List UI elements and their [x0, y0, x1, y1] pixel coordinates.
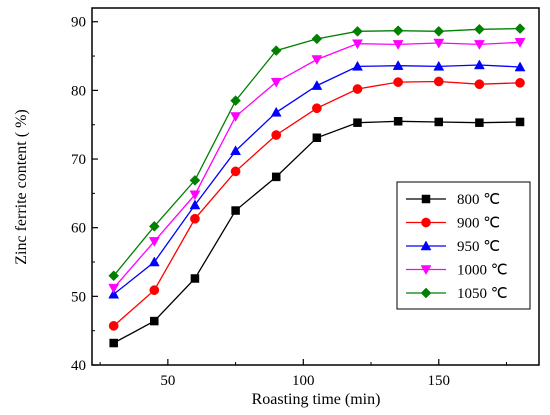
y-tick-label: 90 — [71, 15, 86, 31]
x-axis-title: Roasting time (min) — [252, 391, 381, 408]
data-point — [270, 106, 282, 117]
data-point — [190, 213, 200, 224]
y-tick-label: 80 — [71, 83, 86, 99]
data-point — [392, 60, 404, 70]
data-point — [270, 45, 282, 56]
data-point — [109, 338, 118, 348]
data-point — [108, 283, 120, 294]
data-point — [474, 79, 485, 90]
data-point — [148, 237, 160, 247]
legend-entry: 1000 ℃ — [406, 263, 508, 279]
data-point — [473, 40, 485, 50]
y-axis-title: Zinc ferrite content ( %) — [13, 109, 30, 264]
data-point — [352, 39, 363, 50]
legend-marker — [420, 287, 432, 299]
legend-entry: 800 ℃ — [406, 192, 500, 208]
legend-entry: 950 ℃ — [406, 239, 500, 255]
data-point — [311, 80, 323, 90]
data-point — [353, 118, 362, 127]
data-point — [392, 25, 404, 37]
data-point — [108, 321, 119, 331]
series-4 — [108, 38, 526, 294]
data-point — [352, 25, 363, 37]
data-point — [230, 95, 241, 107]
data-point — [231, 206, 240, 215]
data-point — [473, 59, 485, 70]
data-point — [271, 130, 282, 140]
data-point — [352, 60, 363, 71]
data-point — [393, 117, 403, 126]
data-point — [189, 199, 201, 210]
data-point — [475, 118, 484, 127]
legend-marker — [420, 240, 432, 251]
x-tick-label: 150 — [428, 373, 451, 389]
x-tick-label: 50 — [160, 373, 175, 389]
data-point — [230, 166, 241, 177]
data-point — [311, 33, 323, 45]
data-point — [148, 256, 160, 267]
y-tick-label: 50 — [71, 289, 86, 305]
data-point — [434, 117, 444, 127]
data-point — [392, 40, 404, 50]
data-point — [515, 77, 525, 88]
legend-label: 800 ℃ — [457, 192, 500, 208]
x-tick-labels: 50 100 150 — [160, 373, 450, 389]
data-point — [190, 274, 200, 283]
data-point — [433, 76, 444, 87]
data-point — [514, 61, 526, 72]
series-5 — [108, 23, 526, 282]
y-tick-label: 40 — [71, 358, 86, 374]
legend-label: 900 ℃ — [457, 216, 500, 232]
series-layer — [108, 23, 526, 348]
legend-entry: 900 ℃ — [406, 216, 500, 232]
data-point — [352, 84, 363, 94]
series-1 — [109, 117, 525, 348]
data-point — [230, 145, 242, 156]
plot-frame — [91, 7, 540, 366]
legend: 800 ℃ 900 ℃ 950 ℃ 1000 ℃ 1050 ℃ — [396, 181, 531, 310]
data-point — [271, 172, 281, 182]
data-point — [312, 103, 322, 114]
legend-entry: 1050 ℃ — [406, 286, 508, 302]
data-point — [393, 77, 403, 87]
data-point — [433, 38, 445, 49]
legend-label: 950 ℃ — [457, 239, 500, 255]
data-point — [270, 77, 282, 88]
data-point — [433, 60, 445, 71]
data-point — [311, 55, 323, 66]
data-point — [230, 112, 242, 122]
data-point — [108, 270, 120, 282]
legend-marker — [421, 217, 431, 228]
data-point — [312, 133, 322, 143]
legend-marker — [420, 265, 432, 276]
data-point — [514, 23, 526, 34]
legend-label: 1000 ℃ — [457, 263, 508, 279]
data-point — [189, 174, 201, 186]
data-point — [148, 220, 160, 232]
series-2 — [108, 76, 525, 331]
data-point — [474, 23, 485, 35]
data-point — [433, 25, 445, 37]
y-tick-label: 70 — [71, 152, 86, 168]
data-point — [150, 316, 159, 326]
data-point — [514, 38, 526, 48]
data-point — [515, 117, 525, 127]
data-point — [149, 285, 160, 296]
series-3 — [108, 59, 526, 299]
legend-label: 1050 ℃ — [457, 286, 508, 302]
legend-marker — [421, 194, 431, 204]
data-point — [189, 190, 201, 201]
y-tick-labels: 40 50 60 70 80 90 — [71, 15, 86, 374]
x-tick-label: 100 — [292, 373, 315, 389]
y-tick-label: 60 — [71, 221, 86, 237]
data-point — [108, 288, 120, 299]
